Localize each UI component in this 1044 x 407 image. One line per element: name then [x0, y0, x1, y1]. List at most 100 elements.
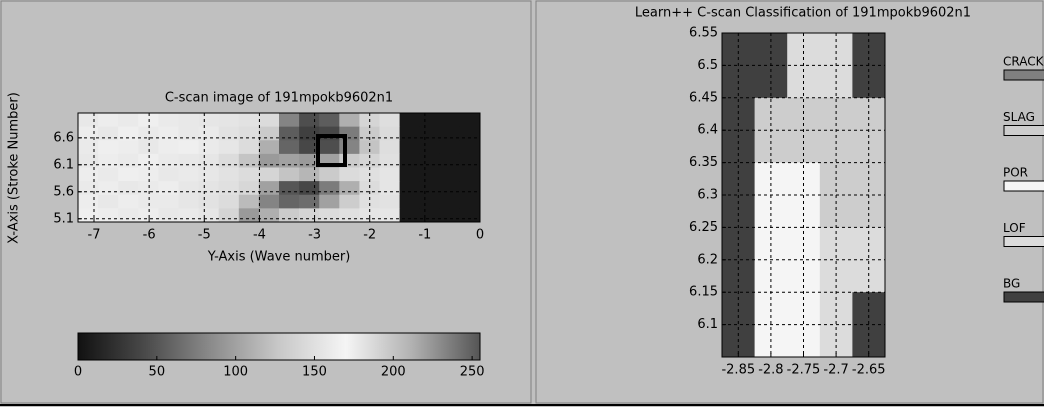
- y-tick-label: 6.4: [697, 123, 718, 138]
- colorbar: [78, 333, 480, 360]
- y-tick-label: 6.3: [697, 188, 718, 203]
- heatmap-cell: [118, 154, 139, 168]
- heatmap-cell: [400, 127, 421, 141]
- heatmap-cell: [98, 195, 119, 209]
- heatmap-cell: [118, 168, 139, 182]
- heatmap-cell: [259, 195, 280, 209]
- heatmap-cell: [239, 208, 260, 222]
- heatmap-cell: [440, 127, 461, 141]
- heatmap-cell: [339, 127, 360, 141]
- heatmap-cell: [158, 208, 179, 222]
- y-tick-label: 6.55: [689, 26, 718, 41]
- heatmap-cell: [78, 127, 99, 141]
- heatmap-cell: [460, 208, 481, 222]
- heatmap-cell: [138, 127, 159, 141]
- heatmap-cell: [259, 208, 280, 222]
- heatmap-cell: [460, 168, 481, 182]
- heatmap-cell: [239, 154, 260, 168]
- x-tick-label: -2.65: [852, 363, 886, 378]
- heatmap-cell: [400, 113, 421, 127]
- heatmap-cell: [158, 181, 179, 195]
- heatmap-cell: [380, 154, 401, 168]
- class-cell: [820, 195, 853, 228]
- heatmap-cell: [199, 168, 220, 182]
- heatmap-cell: [339, 168, 360, 182]
- heatmap-cell: [138, 168, 159, 182]
- heatmap-cell: [440, 140, 461, 154]
- heatmap-cell: [339, 181, 360, 195]
- legend-swatch: [1004, 237, 1044, 247]
- heatmap-cell: [299, 181, 320, 195]
- heatmap-cell: [98, 127, 119, 141]
- heatmap-cell: [179, 208, 200, 222]
- class-cell: [820, 33, 853, 66]
- heatmap-cell: [299, 208, 320, 222]
- heatmap-cell: [118, 113, 139, 127]
- heatmap-cell: [440, 154, 461, 168]
- legend-swatch: [1004, 292, 1044, 302]
- heatmap-cell: [138, 113, 159, 127]
- heatmap-cell: [380, 127, 401, 141]
- heatmap-cell: [98, 208, 119, 222]
- heatmap-cell: [339, 195, 360, 209]
- heatmap-cell: [380, 113, 401, 127]
- heatmap-cell: [299, 168, 320, 182]
- heatmap-cell: [158, 195, 179, 209]
- heatmap-cell: [359, 140, 380, 154]
- left-title: C-scan image of 191mpokb9602n1: [165, 91, 393, 106]
- heatmap-cell: [138, 181, 159, 195]
- legend-label: SLAG: [1003, 110, 1035, 124]
- heatmap-cell: [420, 154, 441, 168]
- heatmap-cell: [319, 140, 340, 154]
- class-cell: [852, 33, 885, 66]
- class-cell: [722, 33, 755, 66]
- heatmap-cell: [259, 168, 280, 182]
- heatmap-cell: [259, 181, 280, 195]
- heatmap-cell: [400, 140, 421, 154]
- heatmap-cell: [279, 208, 300, 222]
- heatmap-cell: [259, 127, 280, 141]
- heatmap-cell: [279, 113, 300, 127]
- heatmap-cell: [380, 208, 401, 222]
- legend-label: BG: [1003, 277, 1020, 291]
- heatmap-cell: [179, 181, 200, 195]
- heatmap-cell: [239, 181, 260, 195]
- colorbar-tick-label: 100: [223, 365, 248, 380]
- heatmap-cell: [359, 195, 380, 209]
- heatmap-cell: [380, 140, 401, 154]
- heatmap-cell: [299, 113, 320, 127]
- y-tick-label: 6.5: [697, 58, 718, 73]
- heatmap-cell: [319, 168, 340, 182]
- heatmap-cell: [279, 195, 300, 209]
- heatmap-cell: [179, 154, 200, 168]
- x-tick-label: -1: [418, 228, 431, 243]
- heatmap-cell: [279, 181, 300, 195]
- heatmap-cell: [179, 168, 200, 182]
- heatmap-cell: [219, 208, 240, 222]
- heatmap-cell: [380, 181, 401, 195]
- heatmap-cell: [98, 181, 119, 195]
- y-tick-label: 6.25: [689, 220, 718, 235]
- heatmap-cell: [460, 140, 481, 154]
- heatmap-cell: [118, 181, 139, 195]
- heatmap-cell: [319, 127, 340, 141]
- heatmap-cell: [319, 181, 340, 195]
- colorbar-tick-label: 0: [74, 365, 82, 380]
- page: C-scan image of 191mpokb9602n1 Y-Axis (W…: [0, 0, 1044, 407]
- heatmap-cell: [138, 208, 159, 222]
- heatmap-cell: [239, 140, 260, 154]
- heatmap-cell: [219, 154, 240, 168]
- heatmap-cell: [138, 154, 159, 168]
- heatmap-cell: [219, 140, 240, 154]
- colorbar-tick-label: 250: [460, 365, 485, 380]
- heatmap-cell: [460, 195, 481, 209]
- heatmap-cell: [98, 113, 119, 127]
- heatmap-cell: [400, 208, 421, 222]
- heatmap-cell: [158, 127, 179, 141]
- heatmap-cell: [219, 168, 240, 182]
- heatmap-cell: [400, 168, 421, 182]
- legend-label: LOF: [1003, 221, 1026, 235]
- heatmap-cell: [440, 181, 461, 195]
- heatmap-cell: [400, 195, 421, 209]
- x-axis-label: Y-Axis (Wave number): [207, 250, 351, 265]
